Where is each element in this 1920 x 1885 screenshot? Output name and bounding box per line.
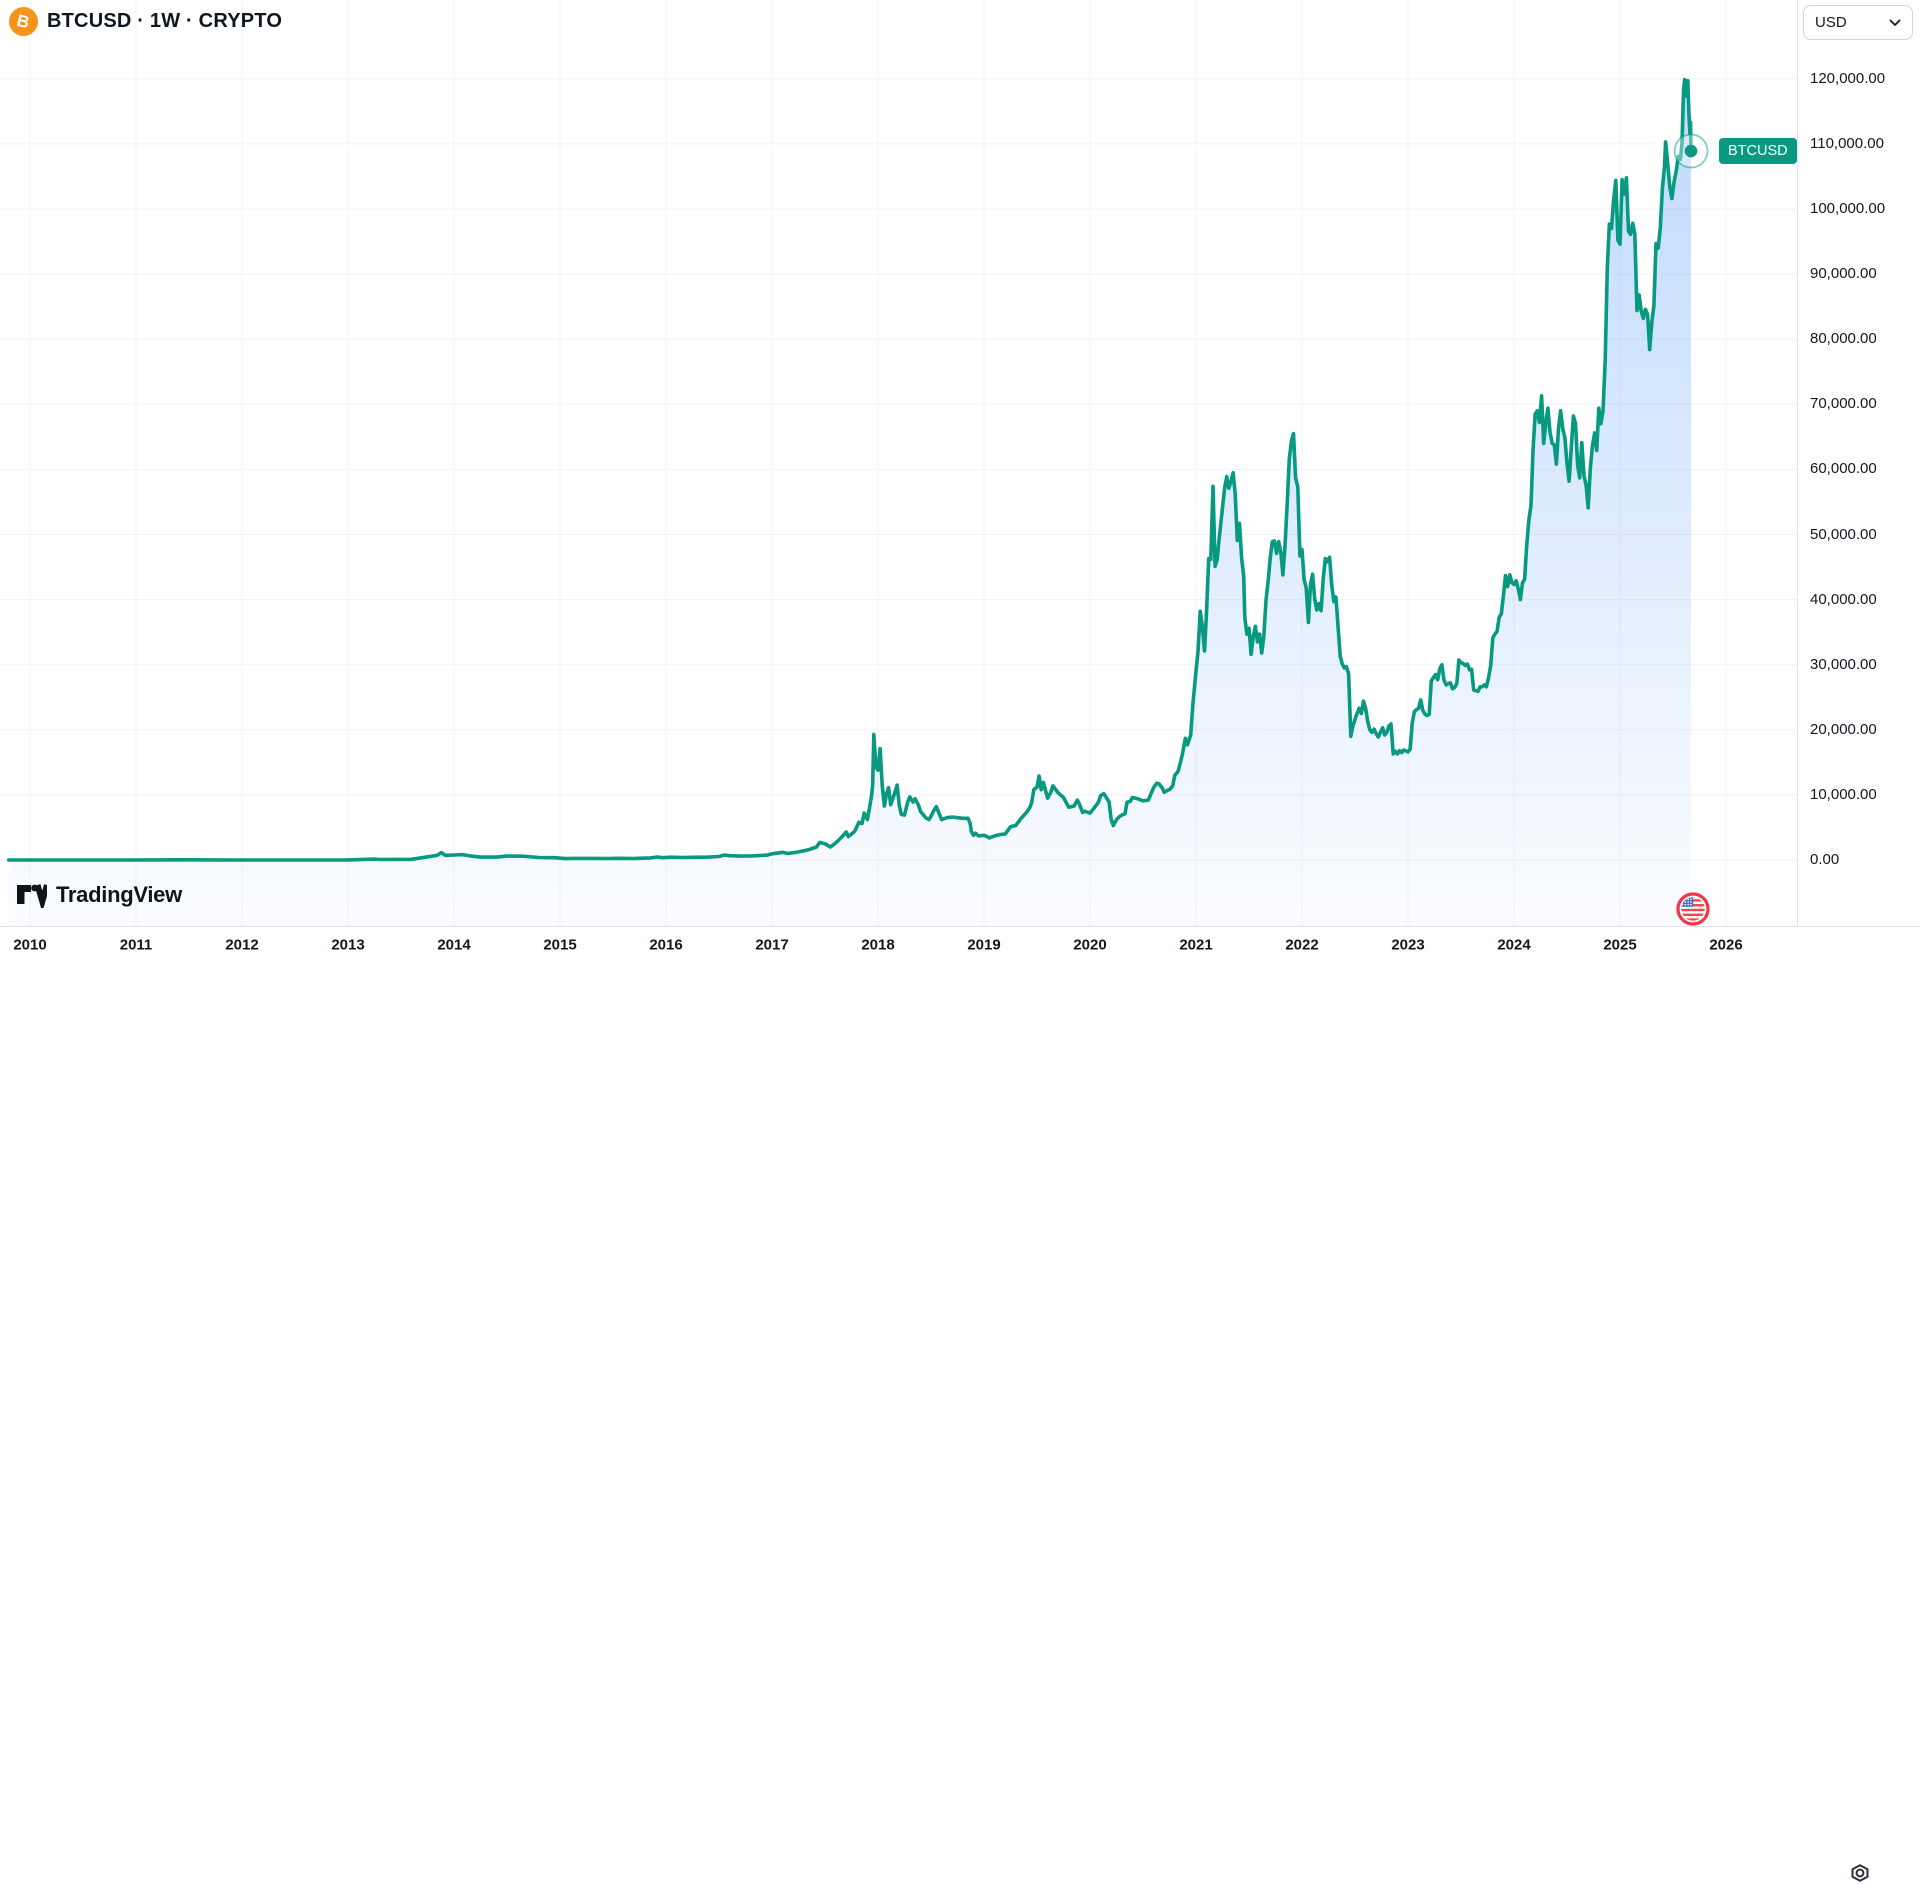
year-axis-label: 2025 — [1603, 936, 1637, 954]
symbol-title[interactable]: BTCUSD · 1W · CRYPTO — [47, 10, 283, 32]
price-chart[interactable] — [0, 0, 1797, 926]
series-price-badge: BTCUSD — [1719, 138, 1797, 164]
tradingview-logo-icon — [17, 884, 47, 908]
price-axis-label: 40,000.00 — [1810, 591, 1877, 608]
price-area-fill — [8, 79, 1691, 926]
currency-dropdown[interactable]: USD — [1803, 5, 1913, 40]
price-line — [7, 77, 1693, 862]
year-axis-label: 2011 — [119, 936, 153, 954]
price-axis-label: 80,000.00 — [1810, 330, 1877, 347]
us-flag-icon[interactable] — [1676, 892, 1710, 926]
time-axis[interactable]: 2010 2011 2012 2013 2014 2015 2016 2017 2018 2019… — [0, 926, 1920, 1882]
last-price-marker-dot — [1684, 144, 1698, 158]
year-axis-label: 2022 — [1285, 936, 1319, 954]
bitcoin-icon: B — [9, 7, 38, 36]
series-price-badge-label: BTCUSD — [1728, 143, 1788, 159]
price-axis-label: 0.00 — [1810, 851, 1840, 868]
price-axis-label: 100,000.00 — [1810, 200, 1886, 217]
year-axis-label: 2010 — [13, 936, 47, 954]
year-axis-label: 2013 — [331, 936, 365, 954]
year-axis-label: 2026 — [1709, 936, 1743, 954]
year-axis-label: 2023 — [1391, 936, 1425, 954]
settings-gear-icon[interactable] — [1848, 1861, 1872, 1885]
chart-pane[interactable]: B BTCUSD · 1W · CRYPTO BTCUSD TradingVie… — [0, 0, 1797, 926]
price-axis-label: 50,000.00 — [1810, 526, 1877, 543]
price-axis-label: 10,000.00 — [1810, 786, 1877, 803]
year-axis-label: 2017 — [755, 936, 789, 954]
price-axis[interactable]: USD 120,000.00 110,000.00 100,000.00 90,000… — [1797, 0, 1920, 926]
bitcoin-glyph: B — [15, 10, 32, 33]
price-axis-label: 20,000.00 — [1810, 721, 1877, 738]
year-axis-label: 2024 — [1497, 936, 1531, 954]
tradingview-attribution-link[interactable]: TradingView — [16, 881, 182, 908]
price-axis-label: 90,000.00 — [1810, 265, 1877, 282]
year-axis-label: 2015 — [543, 936, 577, 954]
year-axis-label: 2018 — [861, 936, 895, 954]
year-axis-label: 2012 — [225, 936, 259, 954]
year-axis-label: 2016 — [649, 936, 683, 954]
price-axis-label: 70,000.00 — [1810, 395, 1877, 412]
chevron-down-icon — [1889, 19, 1901, 26]
price-axis-label: 120,000.00 — [1810, 70, 1886, 87]
price-axis-label: 60,000.00 — [1810, 460, 1877, 477]
year-axis-label: 2020 — [1073, 936, 1107, 954]
currency-dropdown-value: USD — [1815, 14, 1847, 31]
year-axis-label: 2019 — [967, 936, 1001, 954]
tradingview-logo-text: TradingView — [56, 881, 182, 907]
year-axis-label: 2014 — [437, 936, 471, 954]
price-axis-label: 110,000.00 — [1810, 135, 1884, 152]
price-axis-label: 30,000.00 — [1810, 656, 1877, 673]
year-axis-label: 2021 — [1179, 936, 1213, 954]
symbol-header: B BTCUSD · 1W · CRYPTO — [9, 7, 282, 36]
